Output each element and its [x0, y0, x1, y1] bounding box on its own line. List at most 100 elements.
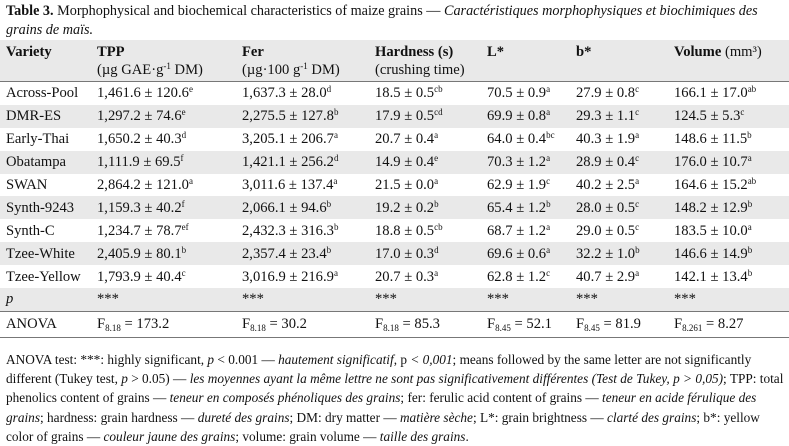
p-value-cell: ***	[576, 288, 674, 312]
significance-letter: a	[635, 176, 640, 186]
significance-letter: a	[434, 267, 439, 278]
value-cell: 148.6 ± 11.5b	[674, 128, 789, 151]
cell-value: 3,011.6 ± 137.4	[242, 177, 334, 193]
value-cell: 1,637.3 ± 28.0d	[242, 80, 375, 105]
header-fer-unit: (µg·100 g-1 DM)	[242, 61, 340, 79]
p-value-cell: ***	[97, 288, 242, 312]
cell-value: 146.6 ± 14.9	[674, 245, 748, 262]
significance-letter: b	[434, 198, 439, 209]
significance-letter: c	[635, 198, 640, 209]
table-caption: Table 3. Morphophysical and biochemical …	[6, 2, 784, 40]
footnote-segment: ; TPP: total phenolics content of grains…	[6, 371, 784, 406]
value-cell: 40.2 ± 2.5a	[576, 174, 674, 197]
cell-value: 3,205.1 ± 206.7	[242, 131, 334, 148]
anova-df: 8.18	[105, 323, 121, 334]
significance-letter: c	[635, 221, 640, 232]
cell-value: 1,793.9 ± 40.4	[97, 268, 182, 285]
anova-cell: F8.45 = 81.9	[576, 310, 674, 338]
value-cell: 166.1 ± 17.0ab	[674, 80, 789, 105]
cell-value: 1,637.3 ± 28.0	[242, 85, 327, 102]
cell-value: 2,864.2 ± 121.0	[97, 177, 189, 193]
value-cell: 2,864.2 ± 121.0a	[97, 174, 242, 197]
value-cell: 148.2 ± 12.9b	[674, 196, 789, 220]
significance-letter: a	[434, 130, 439, 141]
value-cell: 1,650.2 ± 40.3d	[97, 128, 242, 151]
significance-letter: c	[546, 176, 551, 186]
footnote-segment: ; fer: ferulic acid content of grains —	[400, 390, 603, 406]
significance-letter: a	[546, 221, 551, 232]
cell-value: 29.0 ± 0.5	[576, 222, 636, 239]
cell-value: 124.5 ± 5.3	[674, 108, 741, 125]
header-tpp-unit: (µg GAE·g-1 DM)	[97, 61, 203, 79]
significance-letter: c	[546, 267, 551, 278]
cell-value: 14.9 ± 0.4	[375, 154, 435, 171]
significance-letter: d	[326, 84, 332, 95]
value-cell: 2,432.3 ± 316.3b	[242, 219, 375, 242]
significance-letter: cb	[434, 84, 443, 95]
value-cell: 28.9 ± 0.4c	[576, 150, 674, 174]
value-cell: 18.5 ± 0.5cb	[375, 80, 487, 105]
table-row: Tzee-White 2,405.9 ± 80.1b 2,357.4 ± 23.4b…	[0, 242, 789, 266]
significance-letter: f	[181, 198, 185, 209]
cell-value: 2,066.1 ± 94.6	[242, 199, 327, 216]
cell-value: 40.2 ± 2.5	[576, 177, 636, 193]
significance-letter: b	[326, 198, 332, 209]
caption-title-fr: Caractéristiques morphophysiques et bioc…	[6, 3, 758, 38]
cell-value: 20.7 ± 0.3	[375, 268, 435, 285]
value-cell: 1,421.1 ± 256.2d	[242, 150, 375, 174]
value-cell: 28.0 ± 0.5c	[576, 196, 674, 220]
variety-cell: Across-Pool	[0, 80, 97, 105]
p-value-cell: ***	[674, 288, 789, 312]
p-value-cell: ***	[375, 288, 487, 312]
cell-value: 18.8 ± 0.5	[375, 222, 435, 239]
cell-value: 183.5 ± 10.0	[674, 222, 748, 239]
significance-letter: b	[747, 267, 753, 278]
variety-cell: SWAN	[6, 177, 48, 193]
p-value-cell: ***	[242, 288, 375, 312]
value-cell: 18.8 ± 0.5cb	[375, 219, 487, 242]
p-label: p	[0, 288, 97, 312]
anova-value: = 8.27	[702, 316, 744, 333]
footnote-segment: clarté des grains	[607, 409, 697, 425]
table-row: Obatampa 1,111.9 ± 69.5f 1,421.1 ± 256.2d 1…	[0, 150, 789, 174]
cell-value: 1,111.9 ± 69.5	[97, 154, 181, 171]
value-cell: 40.7 ± 2.9a	[576, 265, 674, 288]
cell-value: 166.1 ± 17.0	[674, 85, 748, 102]
value-cell: 3,016.9 ± 216.9a	[242, 265, 375, 288]
cell-value: 1,297.2 ± 74.6	[97, 108, 182, 125]
cell-value: 65.4 ± 1.2	[487, 199, 547, 216]
cell-value: 28.9 ± 0.4	[576, 154, 636, 171]
footnote-segment: teneur en composés phénoliques des grain…	[169, 390, 401, 406]
significance-letter: d	[181, 130, 187, 141]
header-fer: Fer (µg·100 g-1 DM)	[242, 40, 375, 82]
significance-letter: c	[181, 267, 186, 278]
significance-letter: b	[181, 244, 187, 255]
variety-cell: Obatampa	[0, 150, 97, 174]
footnote-segment: < 0,001	[410, 352, 453, 367]
value-cell: 69.9 ± 0.8a	[487, 104, 576, 128]
anova-value: = 52.1	[510, 316, 552, 333]
anova-f: F	[375, 316, 384, 333]
anova-row: ANOVA F8.18 = 173.2 F8.18 = 30.2 F8.18 = 85…	[0, 310, 789, 338]
cell-value: 2,275.5 ± 127.8	[242, 108, 334, 125]
footnote-segment: .	[465, 428, 469, 444]
anova-cell: F8.18 = 30.2	[242, 310, 375, 338]
cell-value: 148.2 ± 12.9	[674, 199, 748, 216]
significance-letter: a	[747, 153, 752, 164]
footnote-segment: matière sèche	[399, 409, 473, 425]
cell-value: 69.9 ± 0.8	[487, 108, 547, 125]
significance-letter: d	[434, 244, 439, 255]
footnote-segment: ; L*: grain brightness —	[472, 409, 607, 425]
table-row: SWAN 2,864.2 ± 121.0a 3,011.6 ± 137.4a 21.5…	[0, 174, 789, 197]
header-b-star: b*	[576, 44, 592, 60]
significance-letter: bc	[546, 130, 555, 141]
value-cell: 2,066.1 ± 94.6b	[242, 196, 375, 220]
table-row: Synth-C 1,234.7 ± 78.7ef 2,432.3 ± 316.3b 1…	[0, 219, 789, 242]
cell-value: 62.8 ± 1.2	[487, 268, 547, 285]
anova-value: = 173.2	[120, 316, 170, 333]
significance-letter: b	[333, 221, 339, 232]
significance-letter: c	[635, 153, 640, 164]
footnote-segment: , p	[393, 352, 411, 367]
value-cell: 65.4 ± 1.2b	[487, 196, 576, 220]
